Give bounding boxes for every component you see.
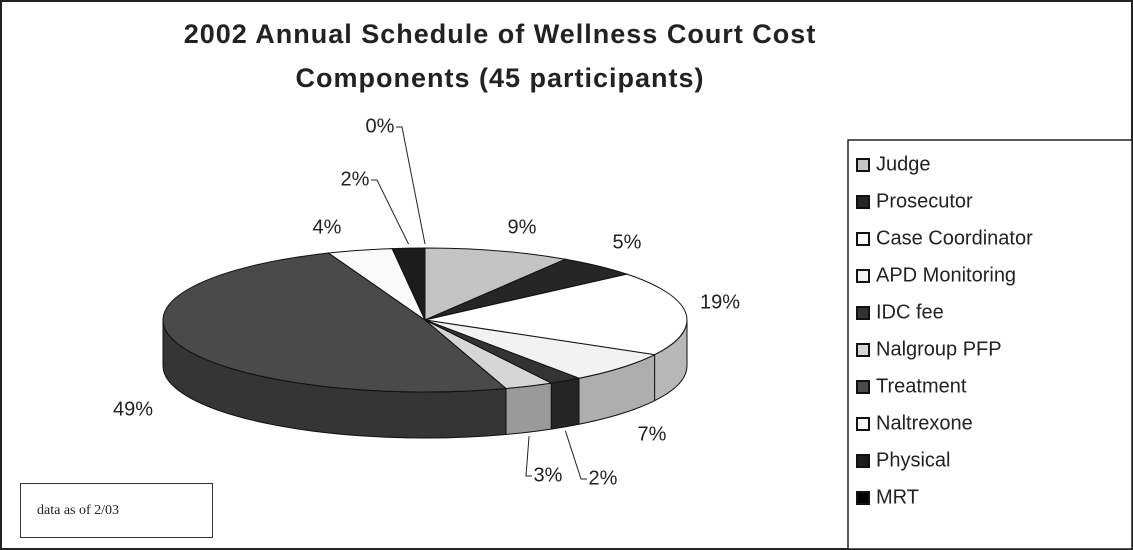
data-label: 7% (638, 423, 667, 445)
pie-slice (424, 319, 657, 379)
legend-swatch (856, 269, 870, 283)
legend-label: IDC fee (876, 301, 944, 323)
legend-label: Case Coordinator (876, 227, 1033, 249)
leader-line (396, 126, 426, 245)
legend-label: APD Monitoring (876, 264, 1016, 286)
legend-label: Judge (876, 153, 931, 175)
leader-line (371, 179, 409, 245)
pie-slice-side (550, 377, 580, 430)
legend-swatch (856, 454, 870, 468)
data-label: 19% (700, 291, 740, 313)
pie-slice (391, 247, 426, 321)
data-label: 3% (534, 464, 563, 486)
legend-swatch (856, 195, 870, 209)
legend-swatch (856, 232, 870, 246)
legend-swatch (856, 343, 870, 357)
pie-slice (162, 252, 508, 393)
leader-line (525, 436, 532, 477)
annotation: data as of 2/03 (20, 483, 213, 538)
legend-label: Naltrexone (876, 412, 973, 434)
pie-slice-side (505, 382, 552, 436)
data-label: 4% (313, 216, 342, 238)
legend-label: Nalgroup PFP (876, 338, 1002, 360)
legend-swatch (856, 380, 870, 394)
data-label: 5% (613, 231, 642, 253)
chart-title: 2002 Annual Schedule of Wellness Court C… (183, 19, 817, 93)
legend-swatch (856, 491, 870, 505)
legend-swatch (856, 306, 870, 320)
legend-swatch (856, 417, 870, 431)
data-label: 2% (589, 467, 618, 489)
legend-swatch (856, 158, 870, 172)
legend-label: MRT (876, 486, 919, 508)
legend-box (847, 139, 1133, 550)
legend-label: Prosecutor (876, 190, 973, 212)
data-label: 9% (508, 216, 537, 238)
pie-slice (424, 247, 568, 321)
legend-label: Treatment (876, 375, 967, 397)
leader-line (564, 430, 587, 480)
pie-slice (424, 273, 688, 356)
data-label: 49% (113, 398, 153, 420)
data-label: 2% (341, 168, 370, 190)
data-label: 0% (366, 115, 395, 137)
legend-label: Physical (876, 449, 950, 471)
